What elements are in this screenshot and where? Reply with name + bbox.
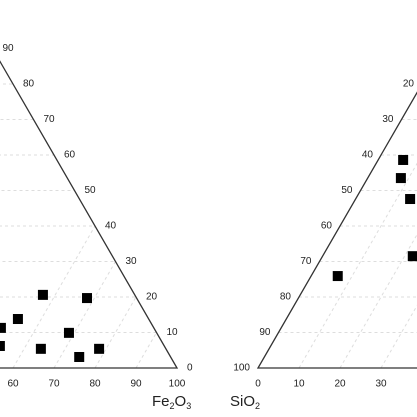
triangle-frame	[256, 91, 417, 369]
grid-line	[339, 233, 417, 369]
axis-label-part: SiO	[230, 393, 255, 410]
axis-label-part: 3	[186, 401, 191, 411]
data-point	[405, 194, 416, 205]
side-tick-label: 20	[403, 79, 415, 90]
data-point	[82, 293, 93, 304]
x-tick-label: 90	[130, 379, 142, 390]
grid-line	[53, 261, 116, 369]
x-tick-label: 10	[293, 379, 305, 390]
side-tick-label: 10	[167, 327, 179, 338]
data-point	[35, 343, 46, 354]
axis-label: SiO2	[230, 393, 260, 411]
side-tick-label: 90	[259, 327, 271, 338]
side-tick-label: 0	[187, 363, 193, 374]
side-tick-label: 50	[85, 185, 97, 196]
side-tick-label: 90	[3, 43, 15, 54]
grid-line	[94, 296, 137, 369]
x-tick-label: 60	[7, 379, 19, 390]
axis-label-part: Fe	[152, 393, 170, 410]
side-tick-label: 40	[362, 150, 374, 161]
axis-label-part: 2	[170, 401, 175, 411]
side-tick-label: 100	[233, 363, 250, 374]
data-point	[398, 154, 409, 165]
axis-label-part: O	[175, 393, 187, 410]
data-point	[74, 351, 85, 362]
x-tick-label: 30	[375, 379, 387, 390]
x-tick-label: 80	[89, 379, 101, 390]
side-tick-label: 80	[280, 292, 292, 303]
grid-line	[135, 332, 157, 369]
side-tick-label: 30	[126, 256, 138, 267]
x-tick-label: 0	[255, 379, 261, 390]
data-point	[0, 322, 6, 333]
data-point	[37, 289, 48, 300]
side-tick-label: 50	[341, 185, 353, 196]
x-tick-label: 20	[334, 379, 346, 390]
data-point	[12, 314, 23, 325]
side-tick-label: 60	[321, 221, 333, 232]
triangle-frame	[0, 60, 179, 369]
data-point	[63, 327, 74, 338]
side-tick-label: 80	[23, 79, 35, 90]
side-tick-label: 60	[64, 150, 76, 161]
data-point	[0, 340, 5, 351]
x-tick-label: 70	[48, 379, 60, 390]
side-tick-label: 30	[382, 114, 394, 125]
data-point	[332, 271, 343, 282]
axis-label: Fe2O3	[152, 393, 191, 411]
data-point	[94, 343, 105, 354]
side-tick-label: 70	[44, 114, 56, 125]
x-tick-label: 100	[169, 379, 186, 390]
data-point	[395, 173, 406, 184]
side-tick-label: 70	[300, 256, 312, 267]
side-tick-label: 40	[105, 221, 117, 232]
axis-label-part: 2	[255, 401, 260, 411]
side-tick-label: 20	[146, 292, 158, 303]
data-point	[407, 251, 417, 262]
grid-line	[298, 162, 417, 369]
